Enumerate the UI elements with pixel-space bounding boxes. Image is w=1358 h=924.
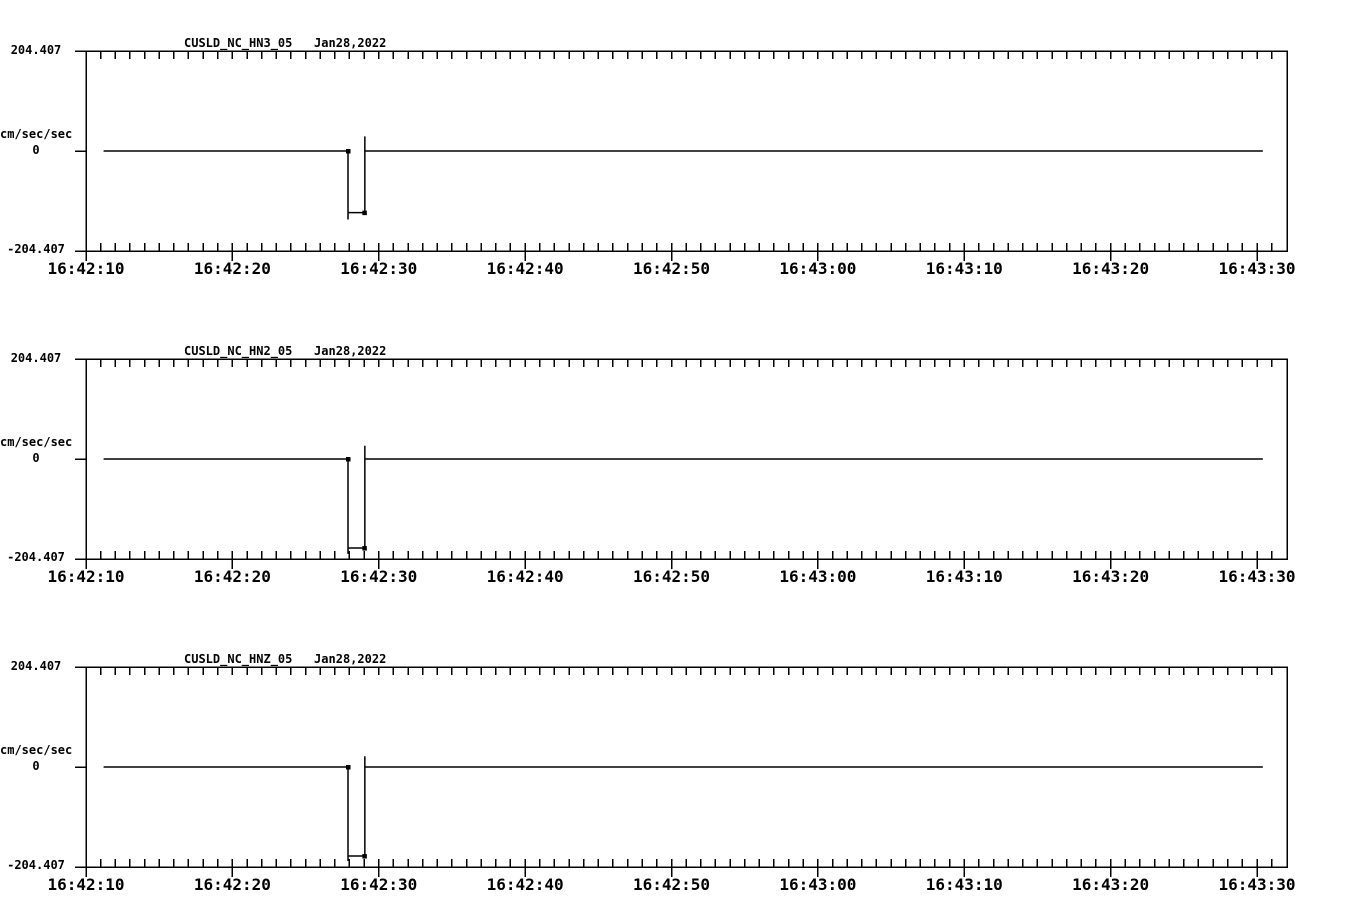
x-tick-label: 16:43:30 bbox=[1218, 875, 1296, 894]
x-tick-label: 16:42:50 bbox=[632, 567, 711, 586]
x-tick-label: 16:42:10 bbox=[47, 875, 125, 894]
x-tick-label: 16:42:30 bbox=[340, 875, 418, 894]
x-tick-label: 16:42:20 bbox=[193, 567, 271, 586]
x-tick-label: 16:43:10 bbox=[925, 567, 1003, 586]
y-min-tick-label: -204.407 bbox=[7, 858, 65, 872]
x-tick-label: 16:42:50 bbox=[632, 259, 711, 278]
y-axis-unit-label: cm/sec/sec bbox=[0, 435, 73, 449]
y-max-tick-label: 204.407 bbox=[10, 43, 62, 57]
y-zero-tick-label: 0 bbox=[32, 451, 40, 465]
x-tick-label: 16:43:00 bbox=[779, 875, 857, 894]
x-tick-label: 16:43:30 bbox=[1218, 259, 1296, 278]
panel-title: CUSLD_NC_HN3_05 Jan28,2022 bbox=[184, 36, 387, 50]
sample-point-marker bbox=[362, 546, 367, 551]
panel-title: CUSLD_NC_HN2_05 Jan28,2022 bbox=[184, 344, 387, 358]
x-tick-label: 16:42:30 bbox=[340, 567, 418, 586]
y-axis-unit-label: cm/sec/sec bbox=[0, 743, 73, 757]
y-zero-tick-label: 0 bbox=[32, 143, 40, 157]
waveform-trace-CUSLD_NC_HN2_05 bbox=[103, 445, 1263, 554]
y-min-tick-label: -204.407 bbox=[7, 550, 65, 564]
x-tick-label: 16:43:10 bbox=[925, 875, 1003, 894]
sample-point-marker bbox=[362, 854, 367, 859]
x-tick-label: 16:42:20 bbox=[193, 259, 271, 278]
x-tick-label: 16:42:30 bbox=[340, 259, 418, 278]
panel-title: CUSLD_NC_HNZ_05 Jan28,2022 bbox=[184, 652, 387, 666]
x-tick-label: 16:42:10 bbox=[47, 567, 125, 586]
y-zero-tick-label: 0 bbox=[32, 759, 40, 773]
x-tick-label: 16:42:50 bbox=[632, 875, 711, 894]
x-tick-label: 16:43:20 bbox=[1072, 259, 1150, 278]
x-tick-label: 16:43:10 bbox=[925, 259, 1003, 278]
x-tick-label: 16:43:30 bbox=[1218, 567, 1296, 586]
x-tick-label: 16:43:20 bbox=[1072, 875, 1150, 894]
x-tick-label: 16:42:40 bbox=[486, 875, 564, 894]
x-tick-label: 16:42:10 bbox=[47, 259, 125, 278]
sample-point-marker bbox=[346, 457, 351, 462]
x-tick-label: 16:43:00 bbox=[779, 259, 857, 278]
sample-point-marker bbox=[346, 149, 351, 154]
x-tick-label: 16:42:40 bbox=[486, 259, 564, 278]
y-max-tick-label: 204.407 bbox=[10, 659, 62, 673]
y-min-tick-label: -204.407 bbox=[7, 242, 65, 256]
x-tick-label: 16:42:40 bbox=[486, 567, 564, 586]
sample-point-marker bbox=[346, 765, 351, 770]
x-tick-label: 16:43:20 bbox=[1072, 567, 1150, 586]
x-tick-label: 16:43:00 bbox=[779, 567, 857, 586]
y-axis-unit-label: cm/sec/sec bbox=[0, 127, 73, 141]
x-tick-label: 16:42:20 bbox=[193, 875, 271, 894]
waveform-trace-CUSLD_NC_HN3_05 bbox=[103, 136, 1263, 220]
sample-point-marker bbox=[362, 210, 367, 216]
y-max-tick-label: 204.407 bbox=[10, 351, 62, 365]
waveform-trace-CUSLD_NC_HNZ_05 bbox=[103, 756, 1263, 861]
